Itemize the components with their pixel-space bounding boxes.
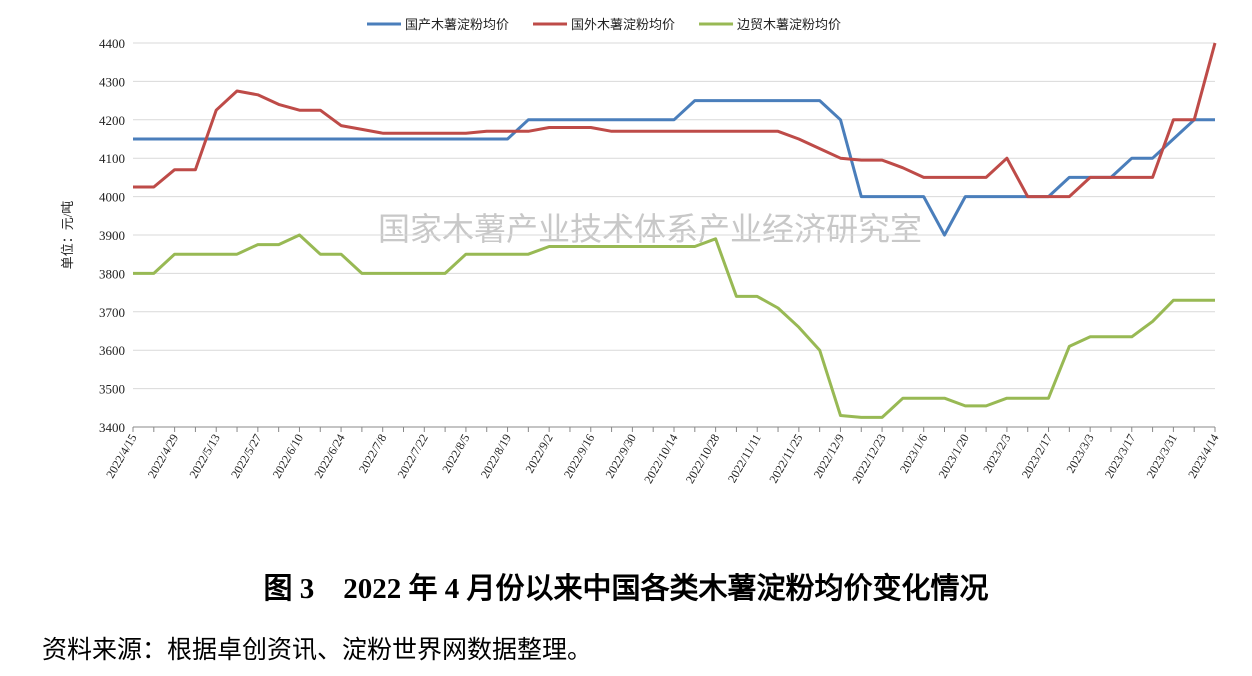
x-tick-label: 2023/1/20 [935, 432, 971, 481]
x-tick-label: 2023/2/17 [1019, 432, 1055, 481]
x-tick-label: 2022/7/22 [394, 432, 430, 481]
series-line [133, 233, 1215, 419]
x-tick-label: 2022/11/11 [725, 432, 764, 486]
x-tick-label: 2022/6/10 [270, 432, 306, 481]
x-tick-label: 2022/10/14 [641, 432, 680, 486]
chart: 国家木薯产业技术体系产业经济研究室 单位：元/吨 3400 3500 3600 370… [60, 17, 1222, 486]
x-tick-label: 2022/5/27 [228, 432, 264, 481]
x-tick-label: 2022/12/23 [849, 432, 888, 486]
y-tick-label: 3400 [99, 420, 125, 435]
y-tick-label: 3900 [99, 228, 125, 243]
y-tick-label: 4100 [99, 151, 125, 166]
x-tick-label: 2023/4/14 [1185, 432, 1221, 481]
x-tick-label: 2023/2/3 [980, 432, 1013, 476]
x-tick-label: 2022/10/28 [683, 432, 722, 486]
y-tick-label: 3800 [99, 266, 125, 281]
x-tick-label: 2023/3/31 [1144, 432, 1180, 481]
x-tick-label: 2022/7/8 [356, 432, 389, 476]
y-tick-label: 4200 [99, 113, 125, 128]
y-tick-label: 3600 [99, 343, 125, 358]
legend-label: 国外木薯淀粉均价 [571, 17, 675, 32]
y-tick-label: 3700 [99, 305, 125, 320]
x-tick-label: 2022/8/19 [478, 432, 514, 481]
y-tick-label: 3500 [99, 382, 125, 397]
caption: 图 3 2022 年 4 月份以来中国各类木薯淀粉均价变化情况 [263, 573, 989, 605]
x-tick-label: 2022/4/29 [145, 432, 181, 481]
series-line [133, 42, 1217, 199]
x-tick-label: 2022/12/9 [811, 432, 847, 481]
x-tick-label: 2023/3/3 [1063, 432, 1096, 476]
source-note: 资料来源：根据卓创资讯、淀粉世界网数据整理。 [42, 637, 593, 664]
x-tick-label: 2022/11/25 [766, 432, 805, 486]
x-tick-label: 2022/6/24 [311, 432, 347, 481]
x-tick-label: 2022/9/2 [522, 432, 555, 476]
legend-label: 国产木薯淀粉均价 [405, 17, 509, 32]
legend-label: 边贸木薯淀粉均价 [737, 17, 841, 32]
x-tick-label: 2022/5/13 [186, 432, 222, 481]
x-tick-label: 2022/8/5 [439, 432, 472, 476]
x-tick-label: 2022/9/16 [561, 432, 597, 481]
x-tick-label: 2023/3/17 [1102, 432, 1138, 481]
x-tick-label: 2023/1/6 [897, 432, 930, 476]
y-tick-label: 4000 [99, 190, 125, 205]
x-tick-label: 2022/9/30 [603, 432, 639, 481]
x-tick-label: 2022/4/15 [103, 432, 139, 481]
y-tick-label: 4400 [99, 36, 125, 51]
watermark: 国家木薯产业技术体系产业经济研究室 [378, 211, 922, 247]
y-axis-label: 单位：元/吨 [60, 201, 75, 270]
y-tick-label: 4300 [99, 74, 125, 89]
